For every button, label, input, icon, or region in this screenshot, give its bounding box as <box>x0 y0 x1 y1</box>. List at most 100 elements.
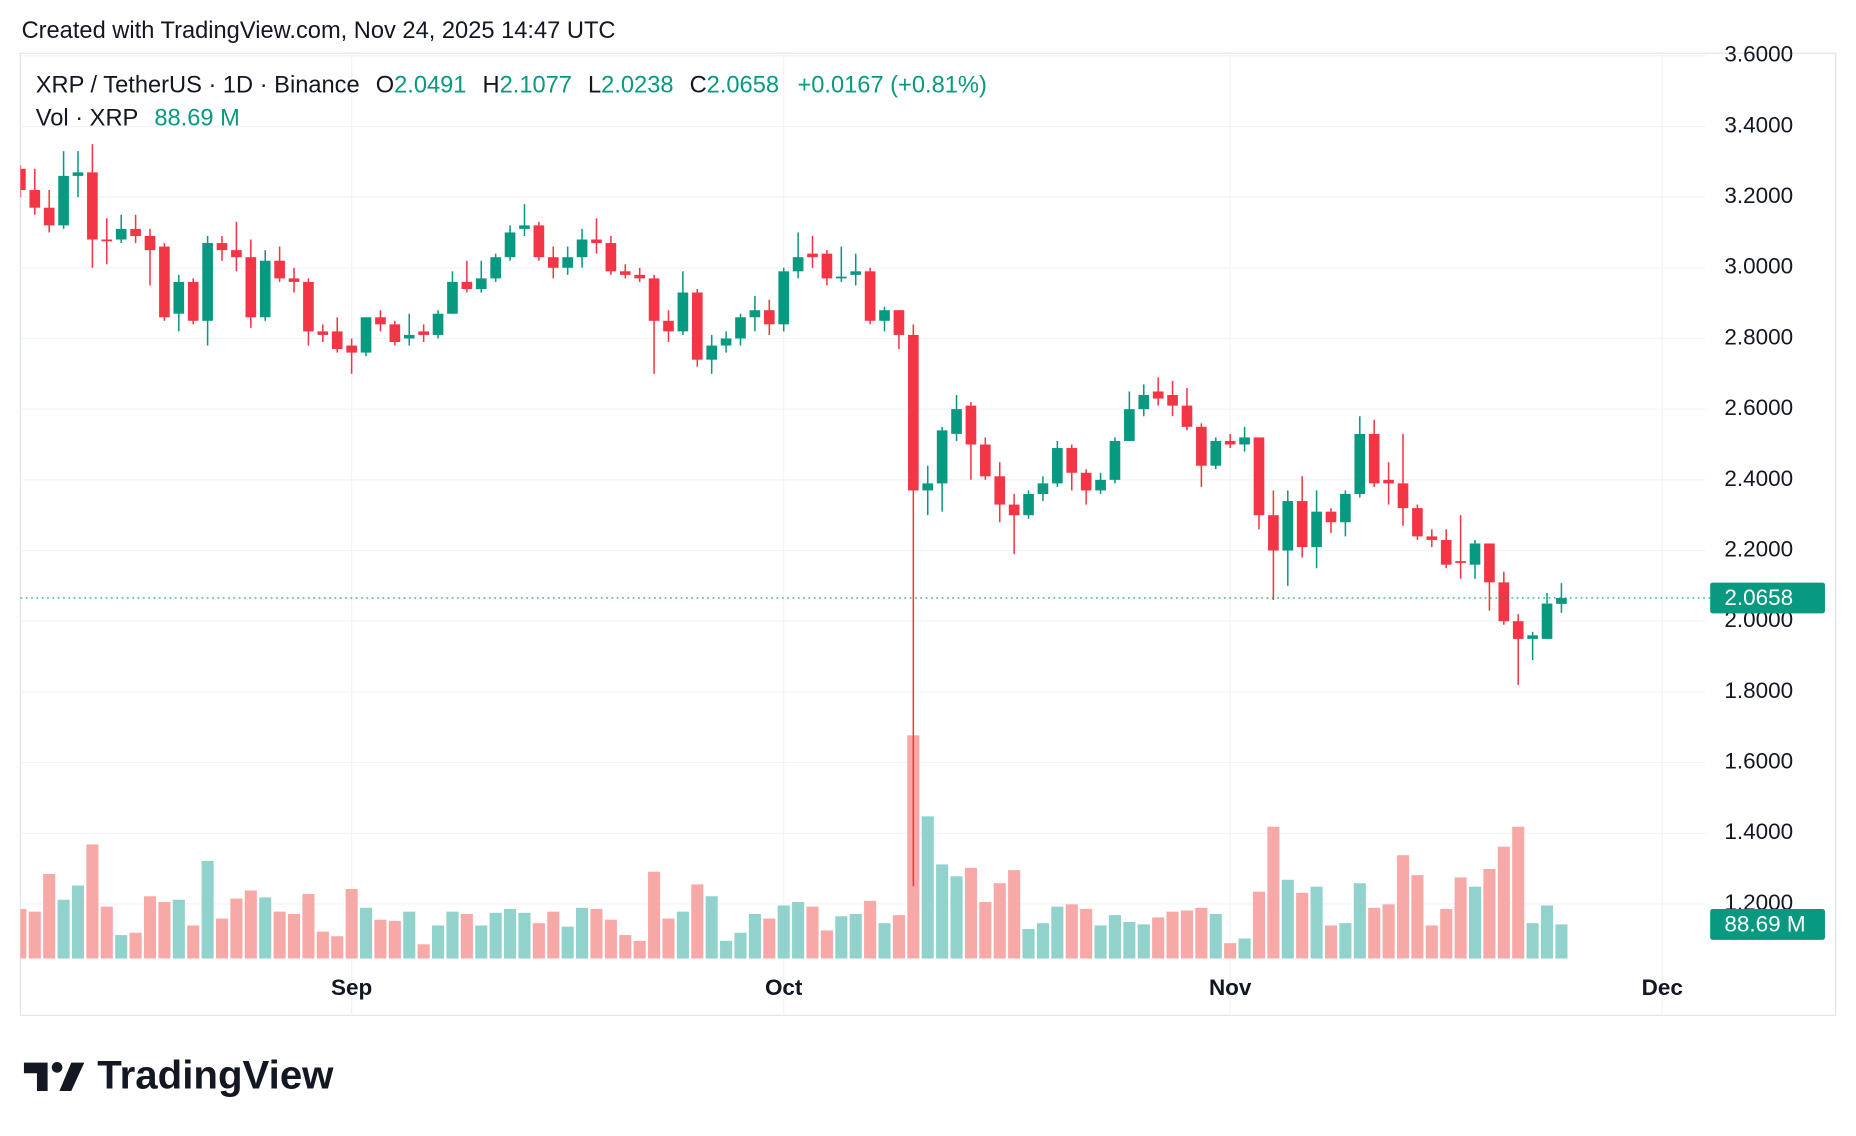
volume-bar <box>259 897 272 959</box>
candle-body <box>547 257 559 268</box>
volume-bar <box>359 907 373 959</box>
candle-body <box>403 334 415 339</box>
y-tick-label: 3.0000 <box>1724 254 1793 279</box>
candle-body <box>922 483 934 491</box>
volume-bar <box>936 864 949 959</box>
candle-body <box>1167 395 1178 406</box>
candle-body <box>20 168 26 191</box>
candle-body <box>706 345 718 360</box>
ohlc-letter: H <box>483 73 500 99</box>
candle-body <box>1066 448 1078 473</box>
volume-bar <box>518 912 531 959</box>
candle-body <box>130 228 141 236</box>
candle-body <box>576 239 588 258</box>
volume-bar <box>1497 846 1510 959</box>
volume-bar <box>1339 923 1352 959</box>
candle-body <box>1296 501 1308 547</box>
volume-bar <box>676 911 689 959</box>
logo-mark <box>59 1062 85 1092</box>
candle-body <box>634 274 646 279</box>
candle-body <box>1527 635 1538 639</box>
candle-body <box>778 271 790 325</box>
candle-body <box>1340 493 1351 523</box>
volume-bar <box>864 900 877 959</box>
candle-body <box>893 310 905 335</box>
candle-body <box>1224 440 1236 445</box>
volume-bar <box>1512 826 1525 959</box>
volume-bar <box>1483 868 1496 959</box>
ohlc-letter: L <box>588 73 601 99</box>
candle-body <box>1325 511 1337 523</box>
candle-body <box>864 271 876 321</box>
candle-body <box>389 324 401 343</box>
candle-body <box>936 430 948 484</box>
volume-bar <box>1209 913 1222 959</box>
volume-bar <box>446 911 459 959</box>
volume-bar <box>1080 908 1093 959</box>
candle-body <box>677 292 689 332</box>
candle-body <box>418 331 429 335</box>
logo: TradingView <box>23 1053 334 1098</box>
volume-bar <box>576 907 589 959</box>
volume-bar <box>878 923 891 959</box>
y-tick-label: 2.4000 <box>1724 466 1793 491</box>
last-price-box <box>1710 582 1825 614</box>
volume-bar <box>129 932 142 959</box>
candle-body <box>605 243 617 272</box>
candle-body <box>562 257 573 268</box>
volume-bar <box>20 908 27 959</box>
volume-bar <box>1051 906 1064 959</box>
legend: XRP / TetherUS · 1D · Binance O2.0491 H2… <box>36 73 987 99</box>
volume-bar <box>1065 904 1078 959</box>
volume-legend: Vol · XRP 88.69 M <box>36 106 240 132</box>
ohlc-letter: O <box>376 73 394 99</box>
candle-body <box>591 239 602 244</box>
volume-bar <box>417 944 430 959</box>
x-tick-label: Dec <box>1642 975 1683 1000</box>
volume-pane <box>20 735 1568 959</box>
candle-body <box>965 405 977 445</box>
ohlc-value: 2.0658 <box>707 73 779 99</box>
volume-bar <box>316 931 329 959</box>
volume-bar <box>388 920 401 959</box>
candle-body <box>1095 479 1106 491</box>
volume-bar <box>763 918 776 959</box>
volume-bar <box>849 913 862 959</box>
volume-value: 88.69 M <box>154 106 239 132</box>
axes: 3.6000 3.4000 3.2000 3.0000 2.8000 2.6000 2.40… <box>20 42 1825 1000</box>
volume-bar <box>115 935 128 959</box>
price-pane <box>20 144 1567 887</box>
candle-body <box>835 276 847 279</box>
candle-body <box>1152 391 1164 399</box>
candle-body <box>504 232 516 258</box>
volume-bar <box>230 898 243 959</box>
volume-bar <box>1123 922 1136 959</box>
volume-bar <box>1382 904 1395 959</box>
candle-body <box>1455 561 1466 563</box>
candle-body <box>1512 621 1524 639</box>
candle-body <box>807 253 818 258</box>
candle-body <box>274 260 285 279</box>
volume-bar <box>705 896 718 959</box>
y-tick-label: 2.2000 <box>1724 536 1793 561</box>
candle-body <box>1484 543 1495 583</box>
volume-bar <box>1555 924 1568 959</box>
candle-body <box>43 207 55 226</box>
volume-bar <box>993 883 1006 959</box>
volume-bar <box>1036 923 1049 959</box>
volume-bar <box>1425 925 1438 959</box>
candle-body <box>907 334 919 491</box>
candle-body <box>1080 472 1092 491</box>
volume-bar <box>1411 875 1424 959</box>
volume-bar <box>1440 908 1453 959</box>
volume-bar <box>1195 907 1208 959</box>
volume-bar <box>662 918 675 959</box>
volume-bar <box>1267 826 1280 959</box>
volume-bar <box>187 925 200 959</box>
volume-bar <box>590 908 603 959</box>
ohlc-letter: C <box>690 73 707 99</box>
candle-body <box>691 292 703 360</box>
candle-body <box>1253 437 1265 516</box>
candle-body <box>1196 426 1207 466</box>
